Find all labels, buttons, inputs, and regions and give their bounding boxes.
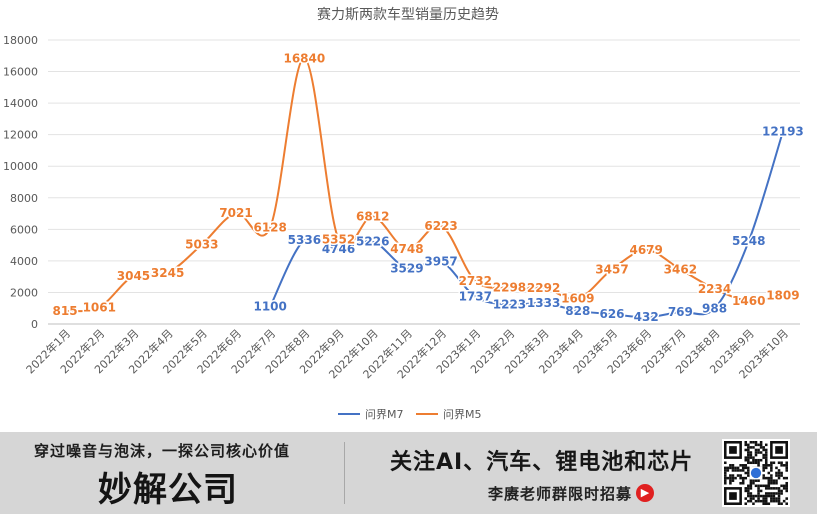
data-label: 6223 [424,219,457,233]
data-label: 1460 [732,294,765,308]
banner-divider [344,442,345,504]
y-tick-label: 14000 [3,97,38,110]
data-label: 988 [702,301,727,315]
gridlines [48,39,800,325]
data-label: 769 [668,305,693,319]
data-label: 3957 [424,255,457,269]
data-label: 2732 [459,274,492,288]
data-label: 3457 [595,262,628,276]
data-label: 828 [565,304,590,318]
data-label: 1609 [561,292,594,306]
data-label: 1223 [493,298,526,312]
qr-code-icon[interactable] [722,439,790,507]
data-label: 1061 [83,300,116,314]
data-label: 432 [634,310,659,324]
y-tick-label: 10000 [3,160,38,173]
sales-line-chart: 0 2000 4000 6000 8000 10000 12000 14000 16000 180… [3,6,805,421]
data-label: 626 [599,307,624,321]
x-axis-ticks: 2022年1月2022年2月2022年3月2022年4月2022年5月2022年… [23,326,791,381]
series-line [269,131,784,319]
y-tick-label: 8000 [10,192,38,205]
data-label: 5226 [356,235,389,249]
data-label: 2234 [698,282,731,296]
data-label: 4746 [322,242,355,256]
data-label: 1333 [527,296,560,310]
y-tick-label: 4000 [10,255,38,268]
promo-banner: 穿过噪音与泡沫，一探公司核心价值 妙解公司 关注AI、汽车、锂电池和芯片 李赓老… [0,432,817,514]
data-label: 5248 [732,234,765,248]
legend-label: 问界M5 [443,408,482,421]
y-tick-label: 2000 [10,286,38,299]
data-label: 5352 [322,233,355,247]
y-tick-label: 18000 [3,34,38,47]
data-label: 4748 [390,242,423,256]
chart-title: 赛力斯两款车型销量历史趋势 [317,6,499,23]
series-line [64,57,784,313]
data-label: 815 [53,304,78,318]
y-tick-label: 12000 [3,129,38,142]
data-label: 5033 [185,238,218,252]
arrow-right-icon: ▶ [636,484,655,502]
data-label: 1809 [766,288,799,302]
y-tick-label: 6000 [10,223,38,236]
data-label: 12193 [762,125,804,139]
data-label: 5336 [288,233,321,247]
data-label: 2292 [527,281,560,295]
data-label: 6128 [253,220,286,234]
chart-legend[interactable]: 问界M7 问界M5 [338,408,482,421]
data-label: 3462 [664,262,697,276]
data-label: 6812 [356,210,389,224]
data-label: 3245 [151,266,184,280]
data-label: 1100 [253,300,286,314]
data-label: 16840 [283,51,325,65]
legend-label: 问界M7 [365,408,404,421]
banner-logo: 妙解公司 [98,470,238,510]
data-label: 7021 [219,206,252,220]
banner-headline: 关注AI、汽车、锂电池和芯片 [390,450,694,475]
data-label: 2298 [493,281,526,295]
y-tick-label: 0 [31,318,38,331]
banner-slogan: 穿过噪音与泡沫，一探公司核心价值 [34,442,291,460]
series-lines [64,57,784,319]
banner-cta-text: 李赓老师群限时招募 [488,484,633,503]
y-tick-label: 16000 [3,66,38,79]
banner-cta[interactable]: 李赓老师群限时招募 ▶ [488,482,655,504]
data-label: 3529 [390,261,423,275]
data-label: 4679 [629,243,662,257]
data-label: 3045 [117,269,150,283]
y-axis-ticks: 0 2000 4000 6000 8000 10000 12000 14000 16000 180… [3,34,38,331]
data-label: 1737 [459,290,492,304]
